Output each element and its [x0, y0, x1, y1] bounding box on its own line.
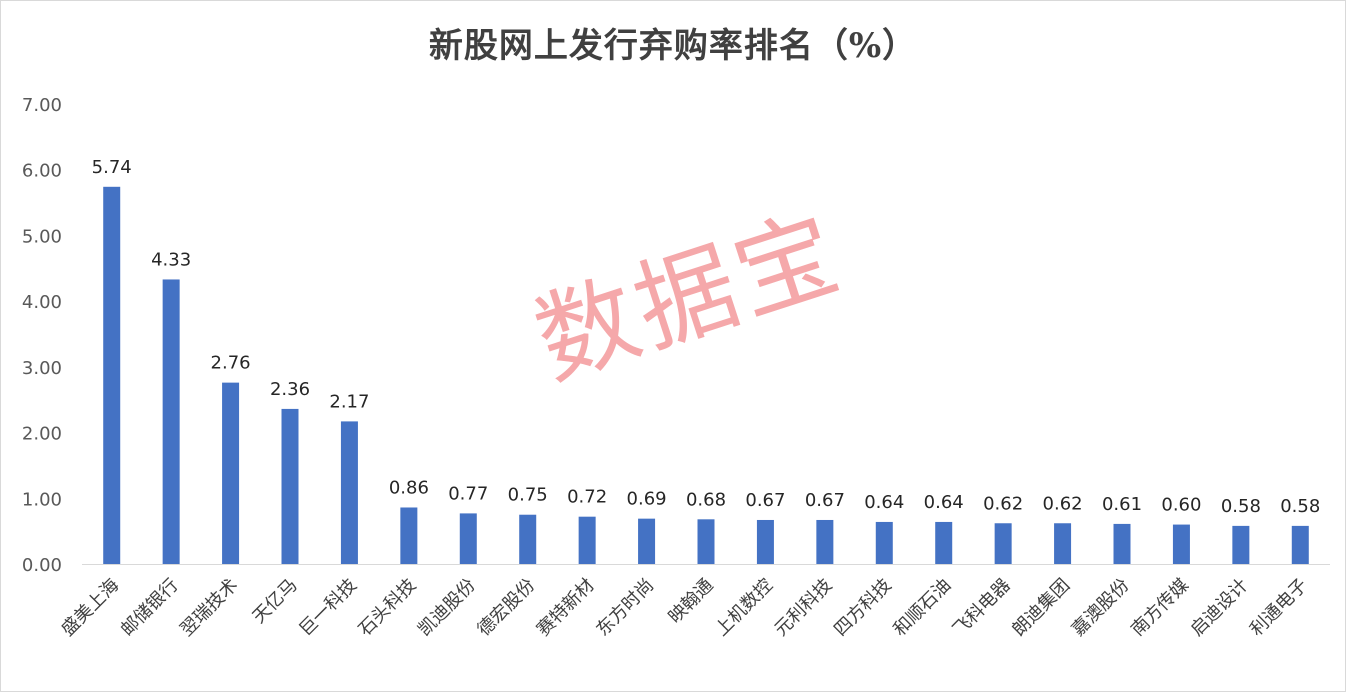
data-label: 0.67	[745, 490, 785, 511]
bar	[222, 382, 240, 564]
data-label: 0.64	[924, 492, 964, 513]
y-tick-label: 7.00	[22, 95, 62, 116]
bar	[875, 521, 893, 564]
bar	[994, 523, 1012, 564]
bar	[459, 513, 477, 564]
data-label: 0.86	[389, 477, 429, 498]
y-tick-label: 5.00	[22, 226, 62, 247]
bar	[340, 421, 358, 564]
bar	[935, 521, 953, 564]
y-tick-label: 4.00	[22, 292, 62, 313]
x-tick-label: 四方科技	[830, 575, 896, 641]
data-label: 0.75	[508, 485, 548, 506]
data-label: 0.58	[1221, 496, 1261, 517]
x-tick-label: 嘉澳股份	[1068, 575, 1134, 641]
x-tick-label: 邮储银行	[117, 575, 183, 641]
bar	[1113, 523, 1131, 564]
y-tick-label: 6.00	[22, 161, 62, 182]
x-tick-label: 南方传媒	[1127, 575, 1193, 641]
data-label: 5.74	[92, 157, 132, 178]
x-tick-label: 利通电子	[1246, 575, 1312, 641]
x-tick-label: 德宏股份	[473, 575, 539, 641]
data-label: 0.69	[627, 489, 667, 510]
bar	[103, 186, 121, 565]
data-label: 2.36	[270, 379, 310, 400]
bar	[697, 519, 715, 564]
bar	[756, 519, 774, 564]
x-tick-label: 映翰通	[665, 575, 718, 628]
x-tick-label: 石头科技	[355, 575, 421, 641]
y-tick-label: 3.00	[22, 358, 62, 379]
x-tick-label: 东方时尚	[592, 575, 658, 641]
data-label: 4.33	[151, 249, 191, 270]
x-tick-label: 启迪设计	[1187, 575, 1253, 641]
x-tick-label: 元利科技	[771, 575, 837, 641]
x-tick-label: 和顺石油	[889, 575, 955, 641]
bar	[578, 516, 596, 564]
data-label: 0.60	[1161, 495, 1201, 516]
y-tick-label: 0.00	[22, 555, 62, 576]
bar	[1232, 525, 1250, 564]
data-label: 0.62	[983, 493, 1023, 514]
bar	[638, 518, 656, 564]
data-label: 0.72	[567, 487, 607, 508]
bar	[281, 408, 299, 564]
bar	[1054, 523, 1072, 564]
data-label: 0.61	[1102, 494, 1142, 515]
x-tick-label: 盛美上海	[57, 575, 123, 641]
x-tick-label: 天亿马	[249, 575, 302, 628]
y-tick-label: 1.00	[22, 489, 62, 510]
data-label: 0.68	[686, 489, 726, 510]
x-tick-label: 巨一科技	[295, 575, 361, 641]
x-tick-label: 朗迪集团	[1008, 575, 1074, 641]
data-label: 2.17	[329, 391, 369, 412]
data-label: 0.64	[864, 492, 904, 513]
x-tick-label: 飞科电器	[949, 575, 1015, 641]
x-tick-label: 赛特新材	[533, 575, 599, 641]
y-tick-label: 2.00	[22, 424, 62, 445]
bar	[519, 514, 537, 564]
bar	[400, 507, 418, 564]
bar	[1291, 525, 1309, 564]
data-label: 0.77	[448, 483, 488, 504]
bar	[1172, 524, 1190, 564]
x-tick-label: 凯迪股份	[414, 575, 480, 641]
chart-title: 新股网上发行弃购率排名（%）	[428, 26, 918, 66]
bar	[816, 519, 834, 564]
data-label: 0.67	[805, 490, 845, 511]
bar	[162, 279, 180, 564]
x-tick-label: 翌瑞技术	[176, 575, 242, 641]
data-label: 0.58	[1280, 496, 1320, 517]
data-label: 0.62	[1043, 493, 1083, 514]
x-tick-label: 上机数控	[711, 575, 777, 641]
data-label: 2.76	[211, 353, 251, 374]
